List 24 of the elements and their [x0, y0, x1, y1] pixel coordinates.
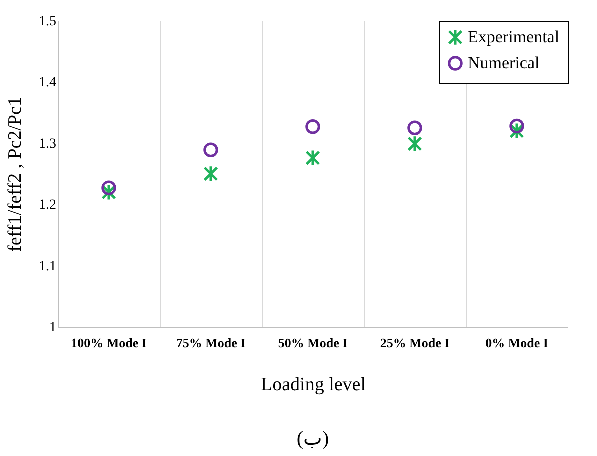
- legend-label: Numerical: [468, 54, 540, 72]
- y-axis-title: feff1/feff2 , Pc2/Pc1: [5, 97, 26, 252]
- legend-label: Experimental: [468, 28, 560, 46]
- y-tick-label: 1.4: [39, 76, 56, 91]
- point: [204, 142, 218, 158]
- y-tick-label: 1.3: [39, 136, 56, 152]
- x-tick-label: 50% Mode I: [278, 336, 348, 350]
- x-tick-label: 100% Mode I: [71, 336, 147, 350]
- point: [408, 135, 422, 153]
- point: [306, 120, 320, 134]
- y-tick-label: 1: [50, 320, 56, 336]
- x-tick-label: 0% Mode I: [486, 336, 548, 350]
- x-axis-title: Loading level: [261, 374, 366, 396]
- y-tick-label: 1.1: [39, 259, 56, 274]
- point: [204, 165, 218, 183]
- y-tick-label: 1.5: [39, 14, 56, 30]
- y-tick-label: 1.2: [39, 198, 56, 214]
- point: [408, 120, 422, 136]
- point: [102, 180, 116, 196]
- text: (ب): [296, 428, 330, 450]
- x-tick-label: 25% Mode I: [380, 336, 450, 350]
- point: [306, 149, 320, 167]
- x-tick-label: 75% Mode I: [176, 336, 246, 350]
- point: [510, 118, 524, 134]
